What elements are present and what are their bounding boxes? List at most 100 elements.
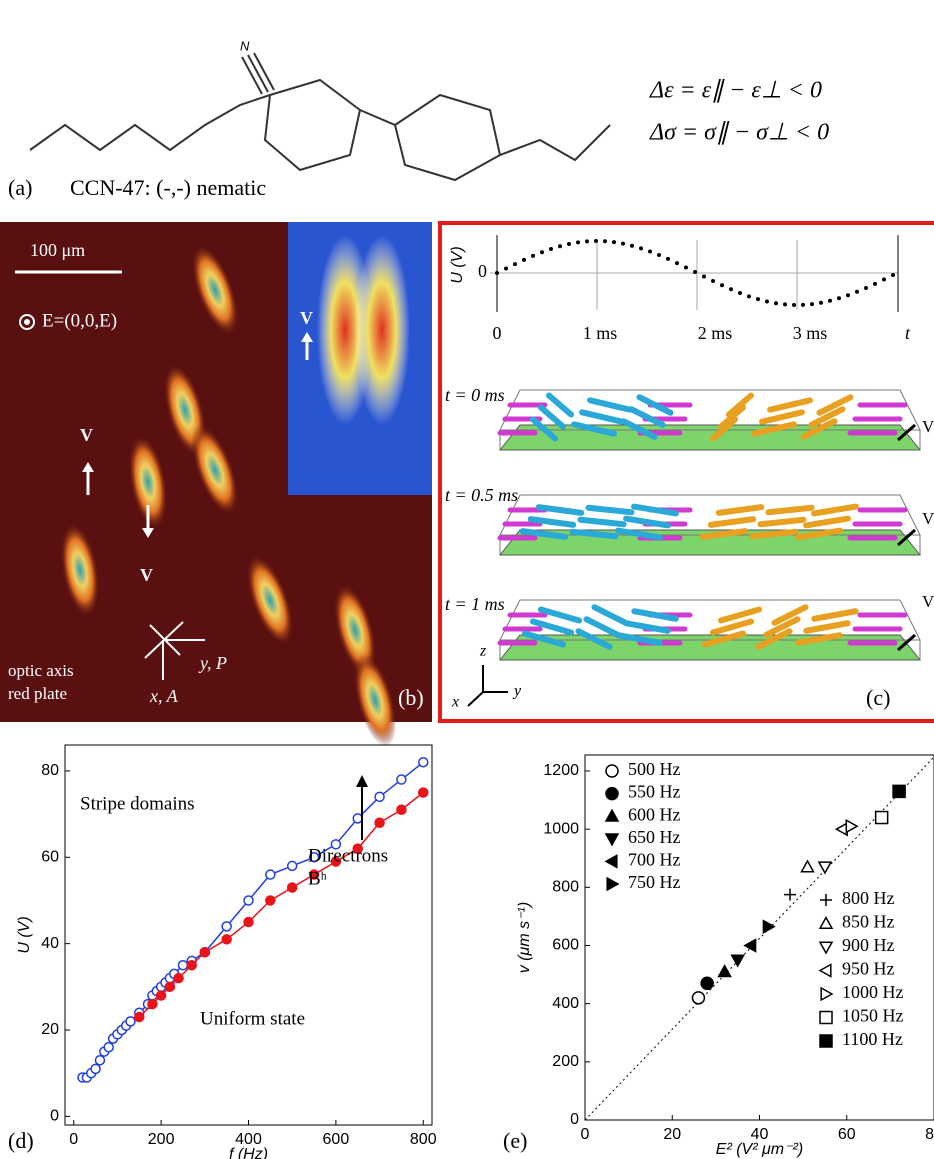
director-rod [628, 406, 666, 428]
panel-label: (b) [398, 685, 424, 710]
data-point [173, 972, 184, 984]
axis-label: z [479, 643, 487, 660]
data-point [177, 959, 189, 971]
snapshot-label: t = 1 ms [445, 594, 505, 614]
legend-label: 550 Hz [628, 782, 681, 802]
data-point [374, 817, 385, 828]
wave-dot [549, 246, 553, 251]
data-point [134, 1011, 145, 1023]
data-point [762, 919, 776, 934]
data-point [221, 921, 232, 932]
velocity-label: V [922, 417, 934, 436]
director-rod [800, 418, 838, 440]
velocity-label: V [140, 565, 153, 585]
director-rod [749, 528, 799, 540]
director-rod [751, 421, 797, 437]
x-tick-label: 40 [751, 1126, 769, 1143]
y-axis-label: U (V) [16, 916, 33, 953]
legend-marker [818, 963, 832, 978]
director-rod [757, 516, 807, 528]
annotation-arrow [356, 775, 368, 787]
data-point [743, 938, 757, 953]
director-rod [585, 504, 635, 516]
director-rod [583, 616, 621, 638]
y-tick-label: 40 [41, 935, 59, 952]
data-point [374, 791, 385, 803]
director-rod [771, 604, 809, 626]
x-tick-label: 800 [410, 1131, 437, 1148]
wave-dot [693, 269, 697, 274]
wave-dot [540, 250, 544, 255]
data-point [308, 852, 320, 863]
director-rod [765, 504, 815, 516]
director-rod [795, 632, 843, 646]
director-rod [569, 528, 619, 540]
waveform [495, 239, 895, 307]
y-tick-label: 200 [552, 1053, 579, 1070]
director-rod [521, 630, 567, 648]
director-rod [535, 504, 585, 516]
annotation: optic axis [8, 661, 74, 680]
legend-label: 750 Hz [628, 872, 681, 892]
director-rod [701, 630, 747, 648]
data-point [103, 1042, 114, 1053]
data-point [817, 861, 833, 875]
legend-marker [605, 764, 619, 778]
y-tick-label: 0 [570, 1111, 579, 1128]
wave-dot [585, 239, 589, 244]
domain [246, 554, 294, 646]
y-tick-label: 20 [41, 1021, 59, 1038]
data-point [164, 981, 176, 993]
wave-dot [567, 242, 571, 247]
data-point [700, 976, 714, 991]
legend-label: 500 Hz [628, 759, 681, 779]
data-point [396, 804, 407, 816]
tick-label: 1 ms [583, 323, 618, 343]
legend-label: 1100 Hz [842, 1029, 903, 1049]
director-rod [579, 409, 625, 425]
wave-dot [684, 265, 688, 270]
director-rod [530, 416, 558, 442]
equation: Δσ = σ∥ − σ⊥ < 0 [649, 120, 829, 146]
legend-label: 1050 Hz [842, 1006, 904, 1026]
director-slabs [497, 389, 922, 661]
legend-marker [604, 833, 620, 847]
legend-label: 700 Hz [628, 850, 681, 870]
legend-marker [820, 986, 834, 1002]
legend-marker [605, 786, 619, 801]
arrow [142, 528, 154, 538]
velocity-label: V [300, 308, 313, 328]
panel-label: (e) [503, 1128, 527, 1153]
wave-dot [513, 262, 517, 267]
tick-label: 0 [493, 323, 502, 343]
annotation: Uniform state [200, 1008, 305, 1029]
velocity-arrow [897, 423, 916, 442]
legend-marker [818, 941, 834, 955]
director-rod [636, 394, 674, 416]
axis-label: y, P [198, 653, 227, 673]
x-tick-label: 80 [925, 1126, 934, 1143]
wave-dot [891, 273, 895, 278]
director-rod [587, 397, 633, 413]
data-point [800, 859, 815, 873]
legend-marker [819, 1010, 833, 1025]
y-tick-label: 1200 [543, 762, 579, 779]
director-rod [538, 404, 566, 430]
y-axis-label: v (μm s⁻¹) [516, 902, 533, 973]
legend-marker [818, 915, 834, 930]
data-point [186, 959, 197, 971]
wave-dot [648, 249, 652, 254]
data-point [330, 839, 342, 850]
wave-dot [864, 285, 868, 290]
x-axis-label: f (Hz) [229, 1146, 268, 1159]
x-tick-label: 20 [663, 1126, 681, 1143]
director-rod [811, 608, 859, 622]
x-tick-label: 600 [323, 1131, 350, 1148]
wave-dot [765, 299, 769, 304]
director-rod [529, 618, 575, 636]
wave-dot [729, 287, 733, 292]
domain [353, 653, 397, 747]
data-point [155, 990, 167, 1001]
wave-dot [747, 294, 751, 299]
arrow [301, 332, 313, 342]
